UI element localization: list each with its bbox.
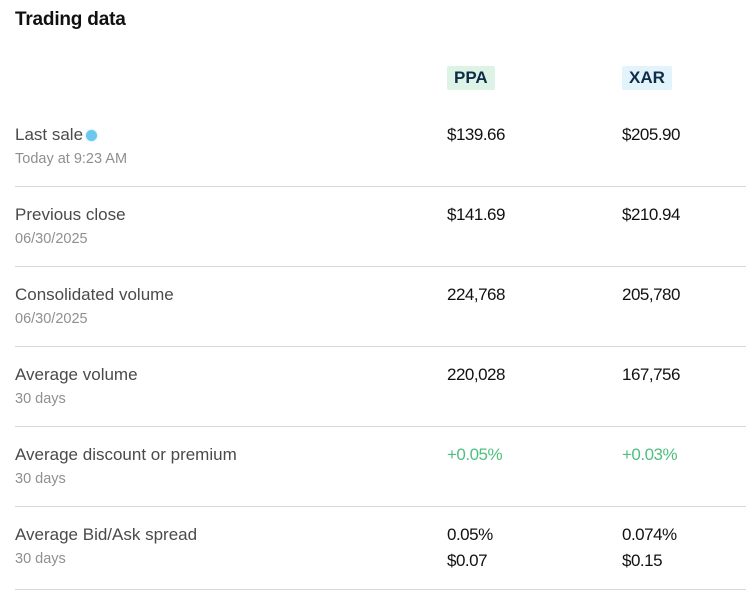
row-average-volume: Average volume 30 days 220,028 167,756 (15, 347, 746, 427)
xar-value: +0.03% (622, 445, 678, 464)
row-sublabel: 06/30/2025 (15, 231, 88, 247)
row-label: Last sale (15, 125, 84, 144)
row-label: Consolidated volume (15, 285, 174, 304)
ppa-value: 224,768 (447, 285, 505, 304)
xar-value-dollar: $0.15 (622, 551, 663, 570)
xar-value: 167,756 (622, 365, 680, 384)
trading-data-table: Last sale Today at 9:23 AM $139.66 $205.… (15, 107, 746, 590)
row-label: Average discount or premium (15, 445, 237, 464)
row-previous-close: Previous close 06/30/2025 $141.69 $210.9… (15, 187, 746, 267)
ppa-value: $139.66 (447, 125, 505, 144)
xar-value: $210.94 (622, 205, 680, 224)
row-label: Previous close (15, 205, 126, 224)
row-last-sale: Last sale Today at 9:23 AM $139.66 $205.… (15, 107, 746, 187)
row-sublabel: 30 days (15, 551, 66, 567)
ppa-value-percent: 0.05% (447, 525, 493, 544)
row-label: Average volume (15, 365, 138, 384)
ppa-value: $141.69 (447, 205, 505, 224)
row-sublabel: Today at 9:23 AM (15, 151, 128, 167)
section-title: Trading data (15, 9, 126, 30)
row-label: Average Bid/Ask spread (15, 525, 198, 544)
live-indicator-icon (86, 129, 98, 141)
xar-value: $205.90 (622, 125, 680, 144)
ppa-value: 220,028 (447, 365, 505, 384)
row-average-discount-premium: Average discount or premium 30 days +0.0… (15, 427, 746, 507)
ppa-value: +0.05% (447, 445, 503, 464)
row-sublabel: 06/30/2025 (15, 311, 88, 327)
row-sublabel: 30 days (15, 471, 66, 487)
xar-value-percent: 0.074% (622, 525, 677, 544)
row-average-bid-ask-spread: Average Bid/Ask spread 30 days 0.05% $0.… (15, 507, 746, 590)
column-header-ppa: PPA (447, 66, 495, 90)
row-sublabel: 30 days (15, 391, 66, 407)
column-header-xar: XAR (622, 66, 672, 90)
row-consolidated-volume: Consolidated volume 06/30/2025 224,768 2… (15, 267, 746, 347)
ppa-value-dollar: $0.07 (447, 551, 488, 570)
xar-value: 205,780 (622, 285, 680, 304)
